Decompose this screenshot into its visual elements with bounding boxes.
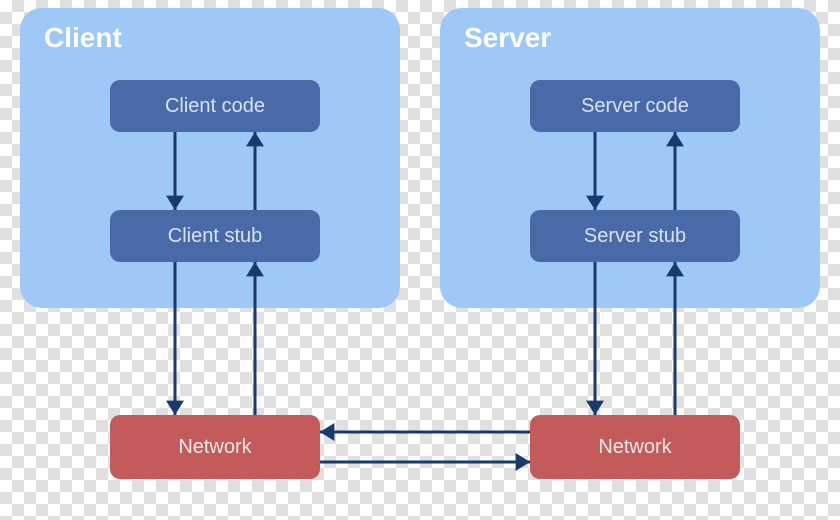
arrows-layer [0, 0, 840, 520]
